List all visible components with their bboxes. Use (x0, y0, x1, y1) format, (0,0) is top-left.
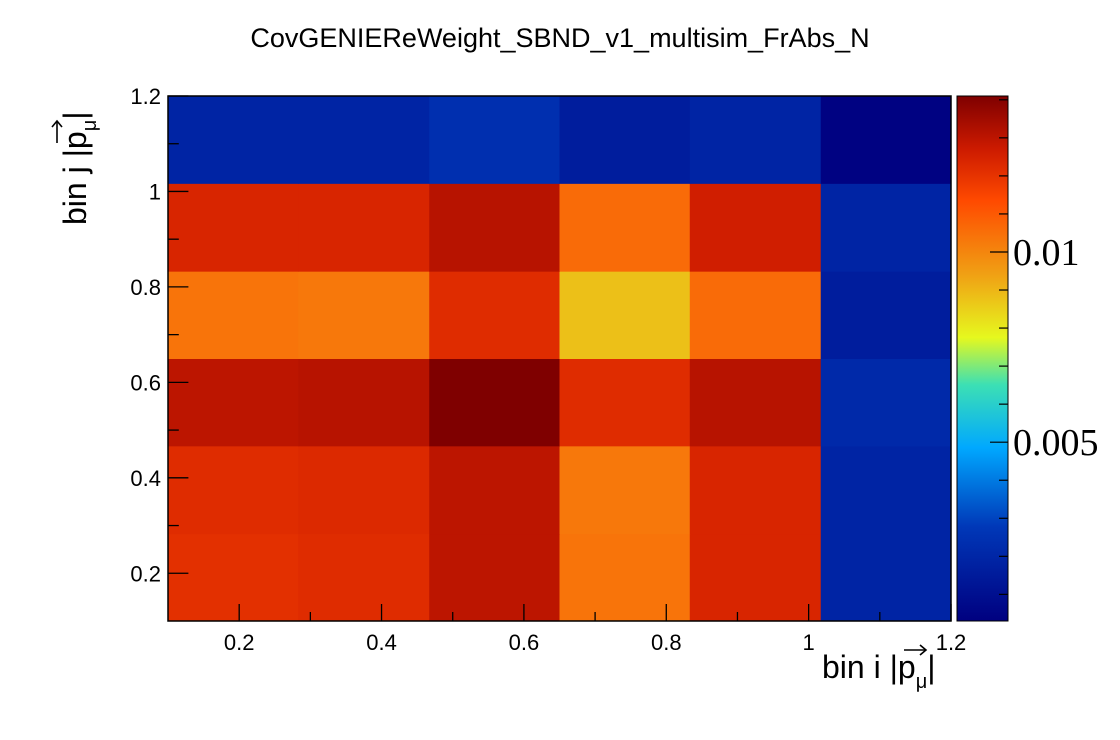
heatmap-cell-0-5 (168, 96, 299, 184)
heatmap-cell-1-4 (298, 183, 430, 272)
x-axis-label-symbol: p (898, 649, 916, 685)
heatmap-cell-5-4 (820, 183, 952, 272)
heatmap-cell-1-0 (298, 533, 430, 622)
heatmap-cell-5-0 (820, 533, 952, 622)
colorbar-tick-label: 0.005 (1013, 422, 1099, 464)
y-axis-label-symbol: p (57, 131, 93, 149)
x-tick-label: 0.8 (651, 630, 682, 655)
heatmap-cell-4-0 (689, 533, 822, 622)
heatmap-cell-3-2 (559, 358, 691, 447)
heatmap-cell-2-2 (429, 358, 560, 447)
y-tick-label: 1 (149, 179, 161, 204)
y-axis-label-subscript: μ (79, 120, 101, 132)
heatmap-cell-2-5 (429, 96, 560, 184)
x-tick-label: 0.4 (366, 630, 397, 655)
x-axis-label-subscript: μ (916, 671, 928, 693)
heatmap-cell-3-4 (559, 183, 691, 272)
heatmap-cell-3-1 (559, 445, 691, 535)
svg-text:bin i |pμ|: bin i |pμ| (822, 649, 936, 693)
x-vector-arrow (904, 644, 928, 656)
heatmap-cell-0-1 (168, 445, 299, 535)
colorbar-tick-label: 0.01 (1013, 232, 1080, 274)
heatmap-cell-1-3 (298, 271, 430, 359)
x-axis-label: bin i |pμ| (822, 644, 936, 693)
heatmap-cell-5-2 (820, 358, 952, 447)
heatmap-cell-5-3 (820, 271, 952, 359)
heatmap-cell-4-1 (689, 445, 822, 535)
y-vector-arrow (51, 119, 63, 143)
y-tick-label: 0.8 (130, 275, 161, 300)
x-axis-label-suffix: | (927, 649, 935, 685)
x-tick-label: 0.2 (224, 630, 255, 655)
y-axis-label-suffix: | (57, 111, 93, 119)
y-tick-labels: 0.2 0.4 0.6 0.8 1 1.2 (130, 84, 161, 586)
x-tick-label: 1.2 (936, 630, 967, 655)
colorbar-ticks (990, 99, 1008, 595)
y-axis-label: bin j |pμ| (51, 111, 101, 225)
svg-text:bin j |pμ|: bin j |pμ| (57, 111, 101, 225)
y-axis-label-prefix: bin j | (57, 149, 93, 225)
heatmap-cell-4-5 (689, 96, 822, 184)
heatmap-cell-1-1 (298, 445, 430, 535)
colorbar-tick-labels: 0.005 0.01 (1013, 232, 1099, 464)
heatmap-cell-5-5 (820, 96, 952, 184)
y-tick-label: 0.2 (130, 561, 161, 586)
heatmap-cell-0-3 (168, 271, 299, 359)
heatmap-cell-3-5 (559, 96, 691, 184)
heatmap-cell-4-2 (689, 358, 822, 447)
heatmap-cells (168, 96, 952, 622)
x-tick-label: 1 (803, 630, 815, 655)
x-tick-labels: 0.2 0.4 0.6 0.8 1 1.2 (224, 630, 966, 655)
y-tick-label: 1.2 (130, 84, 161, 109)
heatmap-cell-3-0 (559, 533, 691, 622)
heatmap-cell-2-1 (429, 445, 560, 535)
y-tick-label: 0.4 (130, 466, 161, 491)
x-axis-ticks (238, 604, 952, 621)
heatmap-cell-2-0 (429, 533, 560, 622)
heatmap-cell-1-2 (298, 358, 430, 447)
heatmap-cell-0-2 (168, 358, 299, 447)
x-tick-label: 0.6 (509, 630, 540, 655)
heatmap-cell-2-4 (429, 183, 560, 272)
chart-title: CovGENIEReWeight_SBND_v1_multisim_FrAbs_… (250, 23, 869, 53)
heatmap-cell-0-4 (168, 183, 299, 272)
heatmap-cell-4-4 (689, 183, 822, 272)
heatmap-cell-5-1 (820, 445, 952, 535)
colorbar (956, 95, 1009, 622)
heatmap-cell-3-3 (559, 271, 691, 359)
heatmap-cell-1-5 (298, 96, 430, 184)
plot-frame (167, 95, 952, 622)
heatmap-cell-4-3 (689, 271, 822, 359)
x-axis-label-prefix: bin i | (822, 649, 898, 685)
y-axis-ticks (168, 95, 189, 574)
heatmap-cell-0-0 (168, 533, 299, 622)
y-tick-label: 0.6 (130, 370, 161, 395)
heatmap-cell-2-3 (429, 271, 560, 359)
